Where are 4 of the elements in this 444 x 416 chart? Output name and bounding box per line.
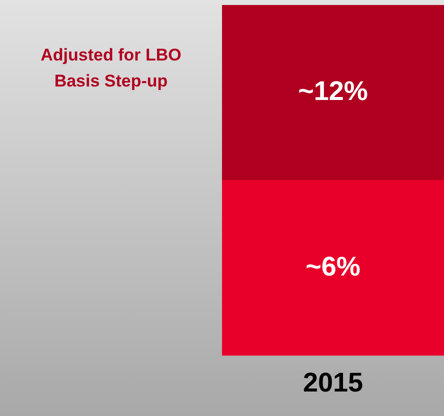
data-label: ~6% [306, 251, 360, 282]
x-tick-label: 2015 [302, 367, 364, 398]
total-label: ~12% [298, 76, 368, 106]
text: Adjusted for LBO Basis Step-up [40, 45, 182, 90]
